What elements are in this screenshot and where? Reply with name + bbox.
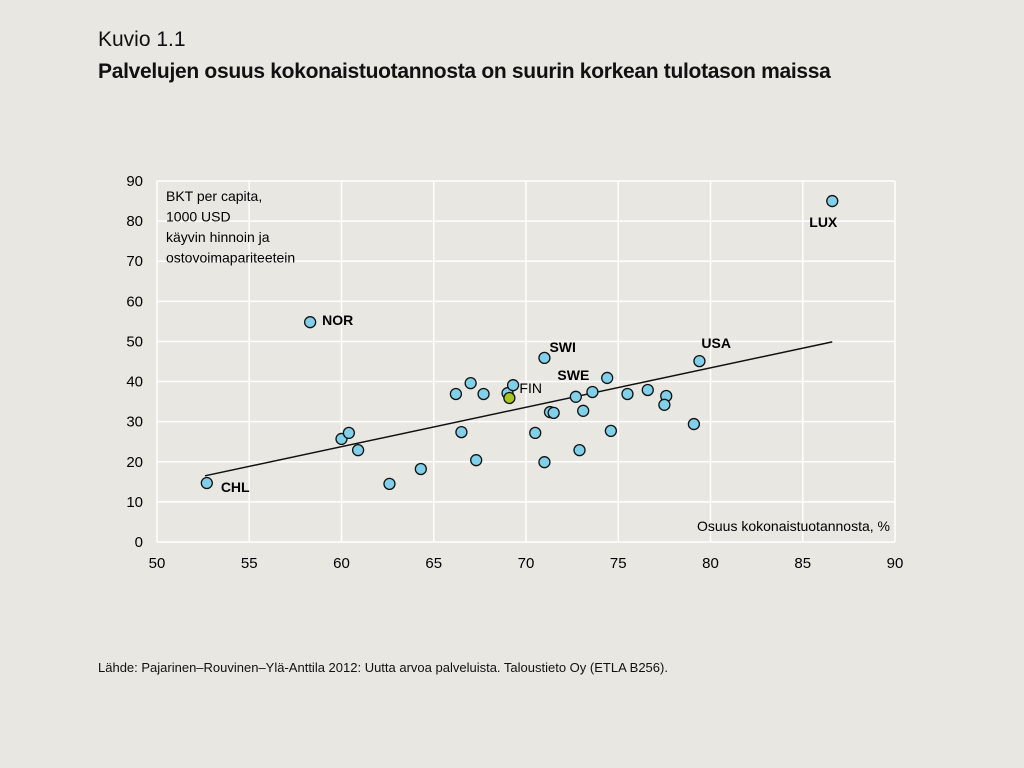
point-label: FIN (519, 380, 542, 396)
y-tick-label: 50 (126, 333, 143, 350)
y-tick-label: 90 (126, 173, 143, 190)
data-point (383, 477, 396, 490)
data-point (573, 443, 586, 457)
data-point (693, 354, 706, 368)
data-point (601, 371, 614, 385)
data-point (414, 462, 427, 476)
y-axis-label: BKT per capita, (166, 188, 262, 204)
x-tick-label: 90 (887, 555, 904, 572)
x-tick-label: 60 (333, 555, 350, 572)
data-point (621, 387, 634, 401)
x-tick-label: 80 (702, 555, 719, 572)
y-tick-label: 20 (126, 454, 143, 471)
x-tick-label: 75 (610, 555, 627, 572)
data-point (303, 316, 317, 329)
x-tick-label: 70 (518, 555, 535, 572)
data-point (342, 426, 356, 440)
y-tick-label: 30 (126, 414, 143, 431)
data-point (449, 387, 463, 401)
y-tick-label: 0 (135, 534, 143, 551)
x-tick-label: 65 (425, 555, 442, 572)
data-point (586, 385, 599, 399)
data-point (658, 398, 671, 411)
x-tick-label: 85 (794, 555, 811, 572)
y-tick-label: 10 (126, 494, 143, 511)
chart-title: Palvelujen osuus kokonaistuotannosta on … (98, 60, 831, 83)
point-label: SWE (557, 367, 589, 383)
point-label: USA (701, 335, 731, 351)
y-axis-label: 1000 USD (166, 209, 231, 225)
y-tick-label: 70 (126, 253, 143, 270)
data-point (470, 454, 483, 467)
x-tick-label: 55 (241, 555, 258, 572)
data-point (529, 426, 542, 440)
x-tick-label: 50 (149, 555, 166, 572)
data-point (351, 443, 365, 457)
data-point (577, 404, 590, 417)
data-point (477, 387, 490, 401)
data-point (464, 377, 477, 390)
y-tick-label: 40 (126, 374, 143, 391)
y-axis-label: käyvin hinnoin ja (166, 229, 270, 245)
x-axis-label: Osuus kokonaistuotannosta, % (697, 518, 890, 534)
highlight-point (503, 391, 516, 405)
figure-number: Kuvio 1.1 (98, 28, 186, 51)
data-point (569, 390, 582, 403)
data-point (641, 383, 654, 397)
point-label: SWI (549, 339, 575, 355)
point-label: CHL (221, 479, 250, 495)
point-label: LUX (809, 214, 838, 230)
data-point (826, 194, 839, 208)
y-tick-label: 80 (126, 213, 143, 230)
data-point (538, 456, 551, 469)
data-point (506, 379, 520, 392)
data-point (538, 351, 551, 365)
trend-line (204, 341, 833, 477)
data-point (604, 424, 618, 438)
source-note: Lähde: Pajarinen–Rouvinen–Ylä-Anttila 20… (98, 660, 668, 675)
data-point (455, 425, 468, 439)
data-point (200, 476, 213, 490)
y-axis-label: ostovoimapariteetein (166, 250, 295, 266)
point-label: NOR (322, 312, 353, 328)
data-point (687, 417, 701, 431)
data-point (547, 406, 560, 419)
y-tick-label: 60 (126, 293, 143, 310)
